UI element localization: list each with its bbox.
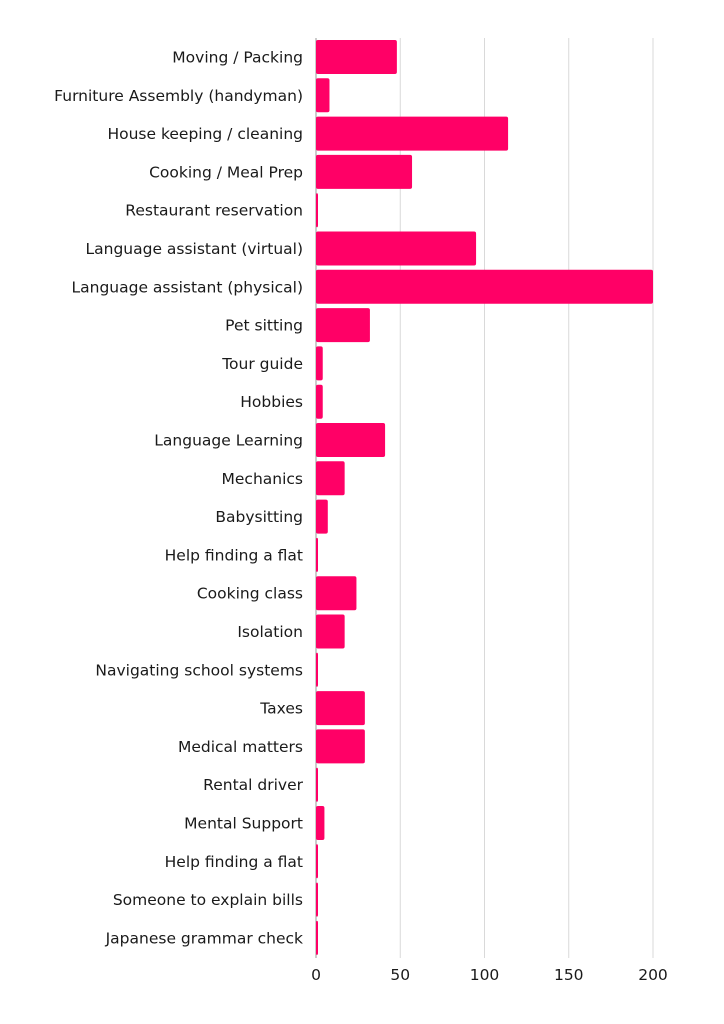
category-label: Language Learning [154, 432, 303, 450]
category-label: Isolation [237, 623, 303, 641]
category-label: Moving / Packing [172, 49, 303, 67]
category-label: Mechanics [222, 470, 303, 488]
category-label: Pet sitting [225, 317, 303, 335]
bar [316, 920, 318, 955]
bar [316, 154, 413, 189]
x-tick-label: 50 [390, 966, 410, 984]
bar [316, 116, 509, 151]
bar [316, 461, 345, 496]
category-label: Furniture Assembly (handyman) [54, 87, 303, 105]
bar [316, 767, 318, 802]
bar [316, 423, 386, 457]
category-label: Restaurant reservation [125, 202, 303, 220]
category-label: House keeping / cleaning [107, 125, 303, 143]
bar [316, 844, 318, 879]
category-label: Language assistant (virtual) [85, 240, 303, 258]
category-label: Japanese grammar check [105, 929, 303, 947]
category-label: Navigating school systems [95, 661, 303, 679]
category-label: Babysitting [215, 508, 303, 526]
bar [316, 384, 323, 419]
category-label: Rental driver [203, 776, 303, 794]
bar [316, 499, 328, 534]
bar [316, 806, 325, 840]
category-label: Language assistant (physical) [72, 278, 304, 296]
x-tick-label: 150 [554, 966, 584, 984]
category-label: Cooking class [197, 585, 303, 603]
bar [316, 269, 653, 304]
bar [316, 882, 318, 917]
category-label: Cooking / Meal Prep [149, 163, 303, 181]
bar [316, 78, 330, 113]
bar [316, 308, 370, 343]
category-label: Help finding a flat [165, 853, 303, 871]
category-label-layer: Moving / Packing Furniture Assembly (hand… [54, 49, 303, 948]
category-label: Taxes [259, 700, 303, 718]
category-label: Hobbies [240, 393, 303, 411]
category-label: Medical matters [178, 738, 303, 756]
category-label: Tour guide [221, 355, 303, 373]
bar [316, 346, 323, 381]
x-tick-label: 200 [638, 966, 668, 984]
bar [316, 537, 318, 572]
x-tick-label: 100 [470, 966, 500, 984]
x-tick-label: 0 [311, 966, 321, 984]
tick-label-layer: 0 50 100 150 200 [311, 966, 668, 984]
bar [316, 40, 397, 74]
category-label: Someone to explain bills [113, 891, 303, 909]
category-label: Help finding a flat [165, 546, 303, 564]
category-label: Mental Support [184, 815, 303, 833]
bar [316, 231, 477, 266]
bar [316, 576, 357, 611]
bar [316, 729, 365, 764]
bar [316, 691, 365, 726]
bar-layer [316, 40, 653, 955]
bar [316, 193, 318, 228]
bar [316, 652, 318, 687]
grid-layer [315, 38, 654, 958]
bar [316, 614, 345, 649]
